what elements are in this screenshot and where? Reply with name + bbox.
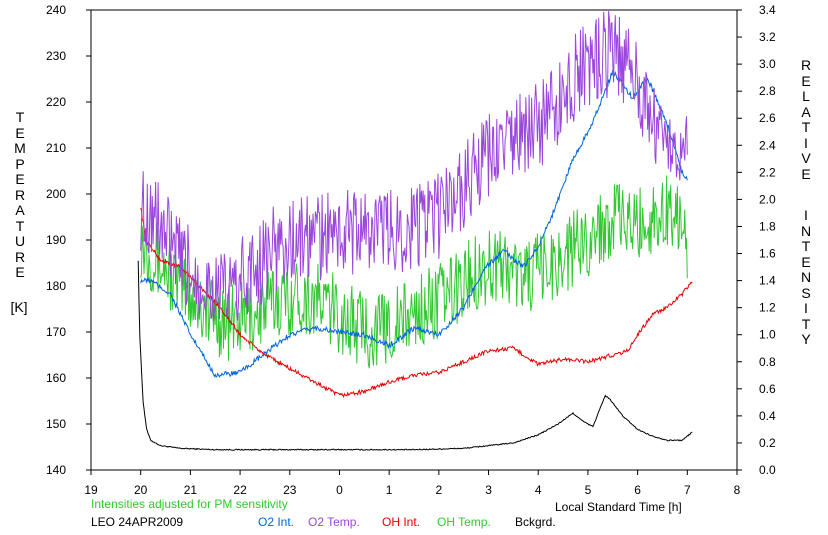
axis-label-letter: T (801, 119, 811, 135)
series-line-ohint (140, 208, 693, 398)
axis-label-letter: T (15, 109, 25, 125)
left-tick-label: 200 (46, 187, 66, 201)
left-tick-label: 240 (46, 3, 66, 17)
right-tick-label: 1.4 (759, 274, 776, 288)
left-tick-label: 140 (46, 463, 66, 477)
left-tick-label: 160 (46, 371, 66, 385)
left-tick-label: 170 (46, 325, 66, 339)
legend-oh-int: OH Int. (382, 515, 421, 529)
right-tick-label: 0.6 (759, 382, 776, 396)
axis-label-letter: T (801, 238, 811, 254)
series-line-o2temp (140, 11, 688, 321)
axis-label-letter: E (801, 72, 811, 89)
x-tick-label: 0 (336, 483, 343, 497)
x-tick-label: 21 (184, 483, 198, 497)
axis-label-letter: V (801, 150, 811, 166)
x-tick-label: 23 (283, 483, 297, 497)
sensitivity-note: Intensities adjusted for PM sensitivity (91, 497, 288, 511)
x-axis-label: Local Standard Time [h] (555, 500, 682, 514)
axis-label-letter: A (15, 202, 25, 218)
left-axis-unit: [K] (10, 299, 28, 315)
left-tick-label: 150 (46, 417, 66, 431)
right-tick-label: 0.0 (759, 463, 776, 477)
axis-label-letter: M (14, 140, 26, 156)
axis-label-letter: I (804, 134, 808, 151)
axis-label-letter: Y (801, 331, 811, 347)
x-tick-label: 6 (634, 483, 641, 497)
x-tick-label: 5 (585, 483, 592, 497)
right-tick-label: 3.4 (759, 3, 776, 17)
right-tick-label: 1.2 (759, 301, 776, 315)
x-tick-label: 20 (134, 483, 148, 497)
left-tick-label: 210 (46, 141, 66, 155)
right-tick-label: 2.6 (759, 111, 776, 125)
axis-label-letter: E (801, 253, 811, 270)
axis-label-letter: I (804, 300, 808, 316)
right-tick-label: 2.2 (759, 165, 776, 179)
right-tick-label: 0.2 (759, 436, 776, 450)
axis-label-letter: L (802, 88, 810, 104)
legend-bckgrd: Bckgrd. (515, 515, 556, 529)
legend-o2-int: O2 Int. (258, 515, 295, 529)
axis-label-letter: E (15, 264, 25, 280)
x-tick-label: 3 (485, 483, 492, 497)
axis-label-letter: S (801, 284, 811, 301)
right-tick-label: 2.8 (759, 84, 776, 98)
right-tick-label: 1.6 (759, 247, 776, 261)
left-tick-label: 190 (46, 233, 66, 247)
axis-label-letter: E (15, 171, 25, 187)
legend-o2-temp: O2 Temp. (308, 515, 360, 529)
axis-label-letter: U (14, 233, 26, 249)
x-tick-label: 2 (436, 483, 443, 497)
right-tick-label: 1.8 (759, 219, 776, 233)
station-label: LEO 24APR2009 (91, 515, 184, 529)
axis-label-letter: I (804, 207, 808, 223)
right-tick-label: 3.0 (759, 57, 776, 71)
legend-oh-temp: OH Temp. (437, 515, 491, 529)
right-tick-label: 0.4 (759, 409, 776, 423)
axis-label-letter: E (801, 165, 811, 182)
right-tick-label: 0.8 (759, 355, 776, 369)
x-tick-label: 4 (535, 483, 542, 497)
right-tick-label: 2.0 (759, 192, 776, 206)
left-tick-label: 180 (46, 279, 66, 293)
x-tick-label: 1 (386, 483, 393, 497)
axis-label-letter: R (14, 248, 26, 265)
right-tick-label: 2.4 (759, 138, 776, 152)
axis-label-letter: T (15, 217, 25, 234)
axis-label-letter: R (800, 57, 812, 73)
axis-label-letter: N (800, 222, 812, 239)
right-tick-label: 3.2 (759, 30, 776, 44)
axis-label-letter: A (801, 103, 811, 120)
series-line-ohtemp (140, 175, 688, 369)
left-tick-label: 230 (46, 49, 66, 63)
x-tick-label: 19 (84, 483, 98, 497)
left-tick-label: 220 (46, 95, 66, 109)
x-tick-label: 8 (734, 483, 741, 497)
axis-label-letter: P (15, 155, 25, 172)
x-tick-label: 7 (684, 483, 691, 497)
axis-label-letter: R (14, 186, 26, 203)
series-line-bckgrd (137, 260, 693, 451)
x-tick-label: 22 (233, 483, 247, 497)
series-line-o2int (140, 69, 688, 379)
axis-label-letter: T (801, 315, 811, 332)
right-tick-label: 1.0 (759, 328, 776, 342)
axis-label-letter: N (800, 269, 812, 285)
axis-label-letter: E (15, 124, 25, 141)
